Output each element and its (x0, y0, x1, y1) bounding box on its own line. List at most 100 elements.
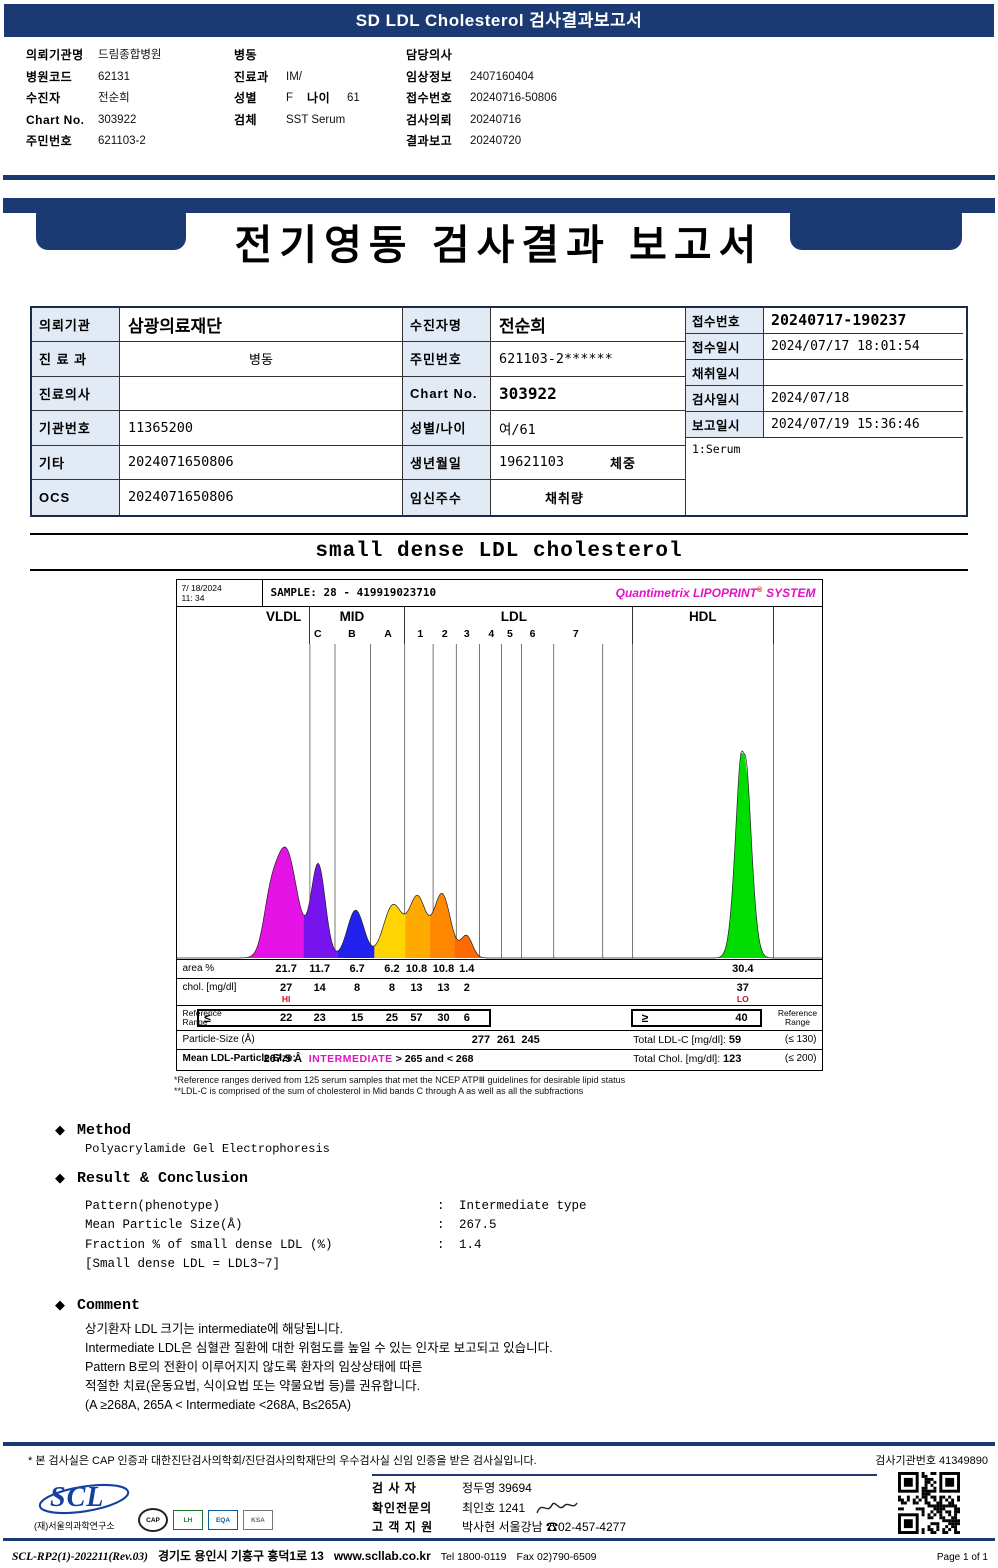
intermediate-badge: INTERMEDIATE (308, 1052, 393, 1065)
certification-line: * 본 검사실은 CAP 인증과 대한진단검사의학회/진단검사의학재단의 우수검… (0, 1446, 998, 1472)
method-heading: ◆ Method (55, 1122, 998, 1139)
lane-label: A (384, 627, 392, 640)
chart-time: 11: 34 (181, 592, 205, 603)
table-value: 2024/07/18 (771, 390, 850, 406)
curve-segment (404, 894, 430, 958)
website: www.scllab.co.kr (333, 1549, 431, 1563)
table-value: 전순희 (491, 307, 686, 342)
footer-address-line: SCL-RP2(1)-202211(Rev.03) 경기도 용인시 기흥구 흥덕… (0, 1541, 998, 1564)
lane-label: 3 (463, 627, 470, 640)
cell-value: 30.4 (732, 962, 754, 975)
heading-text: Comment (77, 1296, 141, 1314)
row-label: chol. [mg/dl] (182, 981, 237, 993)
row-label: Mean LDL-Particle Size: (182, 1052, 296, 1064)
cell-value: 6.7 (349, 962, 365, 975)
brand-text: Quantimetrix LIPOPRINT (615, 585, 757, 600)
table-value: 11365200 (120, 411, 403, 446)
cell-value: 30 (437, 1011, 450, 1024)
field-value: 드림종합병원 (98, 49, 162, 61)
cell-value: 21.7 (275, 962, 297, 975)
cell-value: 277 (471, 1033, 491, 1046)
table-label: 수진자명 (403, 307, 491, 342)
table-value: 채취량 (491, 480, 686, 515)
result-label: Pattern(phenotype) (85, 1198, 221, 1213)
scl-subtitle: (재)서울의과학연구소 (34, 1521, 115, 1531)
reference-range-row: Reference Range ≤ ≥ Reference Range 22 23… (176, 1004, 822, 1030)
cell-value: 245 (521, 1033, 540, 1046)
org-number-label: 검사기관번호 (875, 1455, 936, 1467)
order-info-table: 의뢰기관 삼광의료재단 수진자명 전순희 진 료 과 병동 주민번호 621103-2****… (30, 305, 968, 517)
result-section: ◆ Result & Conclusion Pattern(phenotype)… (55, 1170, 998, 1275)
curve-segment (373, 903, 405, 958)
colon: : (437, 1198, 445, 1213)
staff-label: 고 객 지 원 (372, 1520, 434, 1534)
patient-field: Chart No. 303922 (26, 110, 234, 132)
cell-value: 261 (496, 1033, 516, 1046)
field-label: 의뢰기관명 (26, 48, 84, 62)
table-label: 보고일시 (686, 411, 764, 437)
patient-info-header: 의뢰기관명 드림종합병원 병원코드 62131 수진자 전순희 Chart No. 30392… (0, 37, 998, 159)
order-info-right-rows: 접수번호 20240717-190237 접수일시 2024/07/17 18:01:… (686, 307, 963, 438)
cert-text: * 본 검사실은 CAP 인증과 대한진단검사의학회/진단검사의학재단의 우수검… (28, 1455, 537, 1467)
result-label: Mean Particle Size(Å) (85, 1218, 243, 1232)
row-label: area % (182, 962, 215, 974)
cap-accredited-logo: CAP (138, 1508, 168, 1532)
cell-value: 8 (354, 981, 361, 994)
address: 경기도 용인시 기흥구 흥덕1로 13 (157, 1549, 324, 1563)
field-label: 병동 (234, 48, 258, 62)
flag-hi: HI (281, 993, 291, 1004)
patient-info-col1: 의뢰기관명 드림종합병원 병원코드 62131 수진자 전순희 Chart No. 30392… (26, 45, 234, 153)
band-label-hdl: HDL (688, 608, 717, 624)
patient-field: 담당의사 (406, 45, 826, 67)
staff-label: 검 사 자 (372, 1481, 417, 1495)
lane-label: B (348, 627, 356, 640)
heading-text: Result & Conclusion (77, 1169, 249, 1187)
table-value: 2024071650806 (120, 445, 403, 480)
table-value (120, 376, 403, 411)
staff-row: 검 사 자 정두영 39694 (372, 1479, 877, 1498)
curve-segment (302, 862, 338, 958)
eqa-logo: EQA (208, 1510, 238, 1530)
table-value: 2024/07/17 18:01:54 (771, 338, 920, 354)
field-label: 나이 (307, 91, 331, 105)
lab-report-page: SD LDL Cholesterol 검사결과보고서 의뢰기관명 드림종합병원 병원… (0, 4, 998, 1568)
table-label: 주민번호 (403, 342, 491, 377)
patient-info-col2: 병동 진료과 IM/성별 F 나이 61 검체 SST Serum (234, 45, 406, 153)
diamond-bullet-icon: ◆ (55, 1170, 65, 1186)
table-label: 의뢰기관 (32, 307, 120, 342)
field-value: 전순희 (98, 92, 130, 104)
table-value: 여/61 (491, 411, 686, 446)
report-banner: 전기영동 검사결과 보고서 (0, 197, 998, 290)
table-value-text: 621103-2****** (499, 350, 613, 367)
cell-value: 57 (410, 1011, 423, 1024)
lane-label: 2 (441, 627, 448, 640)
lte-symbol: ≤ (204, 1010, 211, 1025)
staff-value: 최인호 1241 (462, 1500, 526, 1515)
flag-lo: LO (736, 993, 749, 1004)
patient-field: 병동 (234, 45, 406, 67)
patient-field: 수진자 전순희 (26, 88, 234, 110)
patient-field: 결과보고 20240720 (406, 131, 826, 153)
total-reference: (≤ 200) (784, 1052, 817, 1064)
divider-rule (3, 174, 995, 180)
staff-label: 확인전문의 (372, 1500, 433, 1515)
band-divider (773, 606, 775, 644)
table-label: 접수일시 (686, 333, 764, 359)
field-label: 접수번호 (406, 91, 453, 105)
report-footer: * 본 검사실은 CAP 인증과 대한진단검사의학회/진단검사의학재단의 우수검… (0, 1442, 998, 1564)
cell-value: 13 (437, 981, 450, 994)
section-rule-top (30, 532, 968, 535)
table-value: 삼광의료재단 (120, 307, 403, 342)
field-value: 20240716-50806 (470, 92, 557, 104)
mean-particle-size-value: 267.5 Å (263, 1052, 303, 1065)
telephone: Tel 1800-0119 (440, 1551, 507, 1563)
curve-segment (176, 846, 303, 958)
mean-particle-size-row: Mean LDL-Particle Size: 267.5 Å INTERMED… (176, 1048, 822, 1070)
result-value: 267.5 (459, 1218, 497, 1232)
table-label: 성별/나이 (403, 411, 491, 446)
curve-segment (337, 909, 374, 958)
field-value: SST Serum (286, 113, 346, 126)
scl-swoosh (38, 1483, 130, 1515)
comment-heading: ◆ Comment (55, 1297, 998, 1314)
cell-value: 25 (385, 1011, 399, 1024)
